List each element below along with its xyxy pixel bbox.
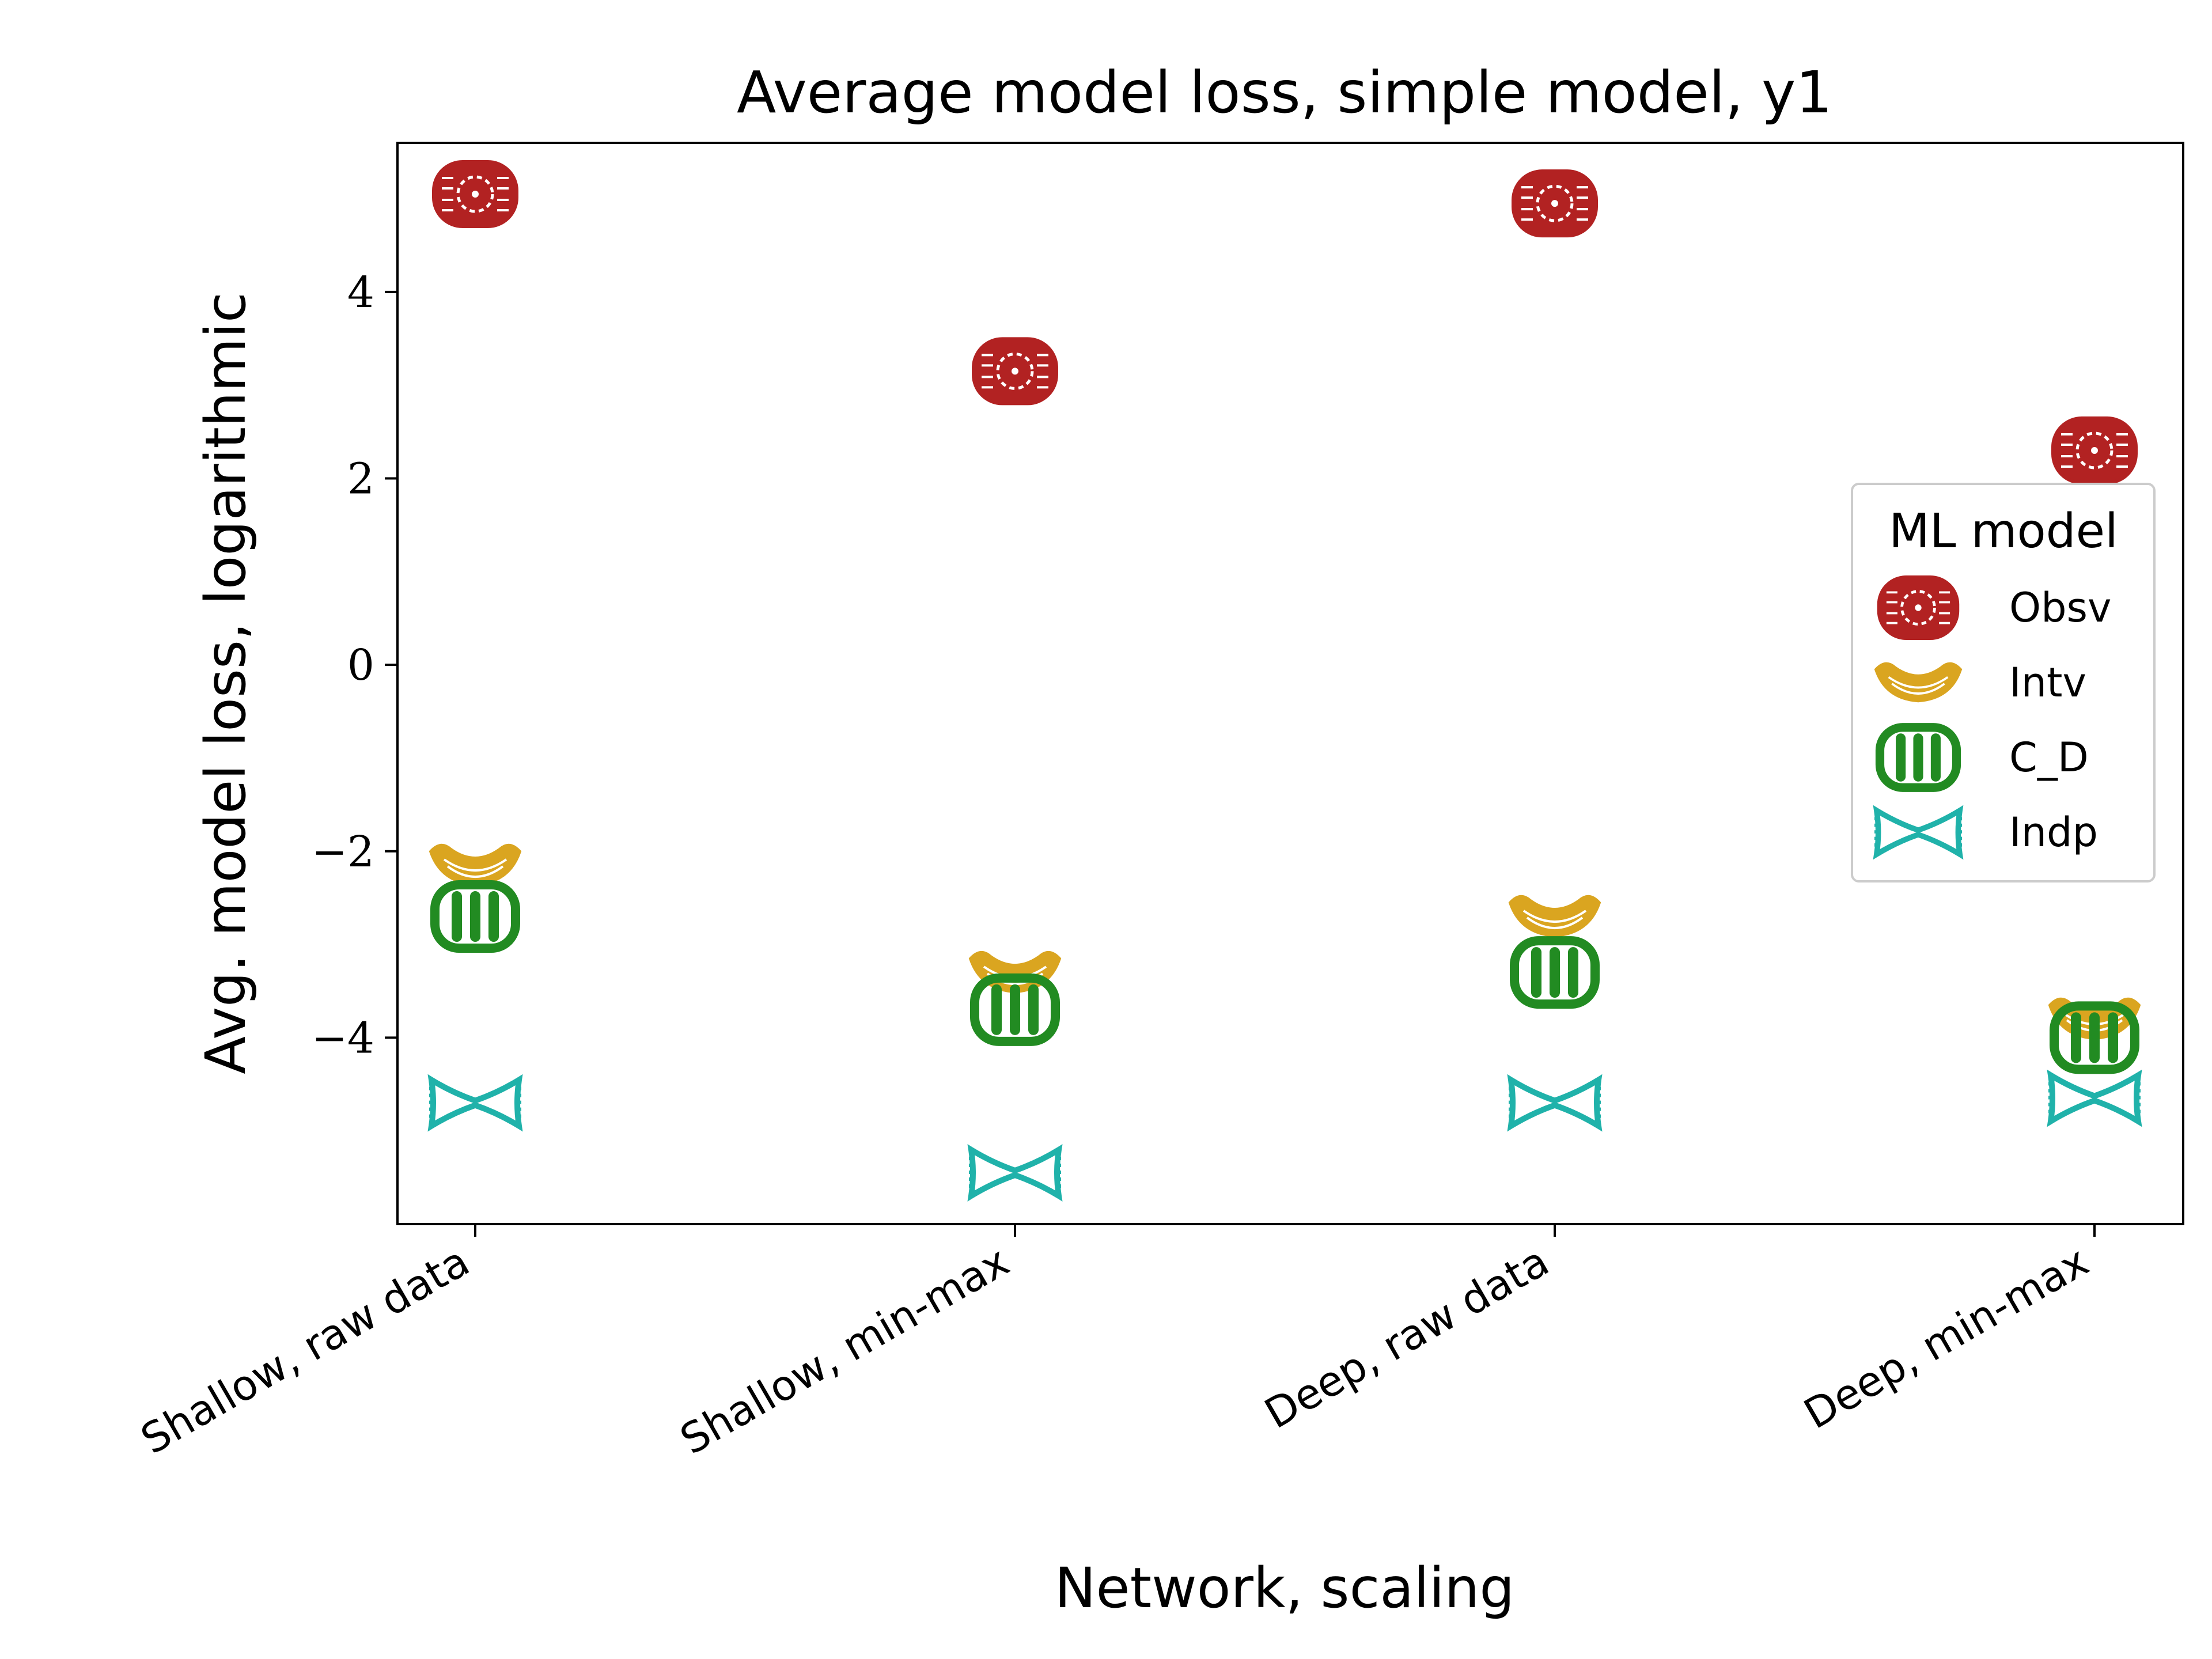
y-axis: −4 −2 0 2 4: [312, 268, 397, 1063]
data-point-indp: [2047, 1069, 2142, 1127]
y-tick-label: −2: [312, 827, 374, 877]
x-tick-label: Shallow, min-max: [672, 1237, 1017, 1464]
x-tick-label: Deep, raw data: [1256, 1237, 1556, 1438]
y-tick-label: 4: [347, 268, 374, 317]
legend-marker-obsv: [1877, 575, 1960, 641]
legend-entries: Obsv Intv C_D Indp: [1873, 575, 2111, 860]
y-tick-label: 2: [347, 454, 374, 504]
data-point-indp: [967, 1144, 1063, 1202]
legend-marker-intv: [1874, 662, 1963, 703]
data-point-c-d: [2050, 1001, 2139, 1074]
legend-marker-indp: [1873, 805, 1964, 860]
legend-label: Obsv: [2009, 584, 2111, 631]
data-point-obsv: [972, 337, 1058, 406]
legend-label: Indp: [2009, 809, 2098, 856]
x-axis: Shallow, raw data Shallow, min-max Deep, r…: [133, 1224, 2097, 1464]
plot-area: [396, 142, 2184, 1225]
data-point-c-d: [430, 880, 520, 953]
x-tick-label: Deep, min-max: [1796, 1237, 2097, 1438]
chart-title: Average model loss, simple model, y1: [737, 59, 1832, 126]
data-point-intv: [1508, 895, 1601, 938]
legend-label: C_D: [2009, 734, 2089, 781]
y-tick-label: 0: [347, 641, 374, 690]
data-point-c-d: [970, 973, 1060, 1046]
legend: ML model Obsv Intv C_D Indp: [1851, 483, 2156, 882]
data-point-obsv: [1512, 169, 1598, 238]
legend-marker-c-d: [1875, 723, 1961, 792]
data-point-intv: [429, 844, 522, 887]
y-axis-label: Avg. model loss, logarithmic: [194, 292, 258, 1074]
data-markers: [427, 160, 2142, 1202]
legend-title: ML model: [1889, 504, 2118, 559]
data-point-obsv: [2051, 416, 2138, 484]
data-point-obsv: [432, 160, 518, 228]
data-point-indp: [427, 1074, 523, 1132]
legend-label: Intv: [2009, 659, 2086, 706]
y-tick-label: −4: [312, 1013, 374, 1063]
data-point-c-d: [1510, 936, 1600, 1009]
data-point-indp: [1507, 1074, 1603, 1132]
x-axis-label: Network, scaling: [1055, 1556, 1515, 1620]
x-tick-label: Shallow, raw data: [133, 1237, 478, 1464]
